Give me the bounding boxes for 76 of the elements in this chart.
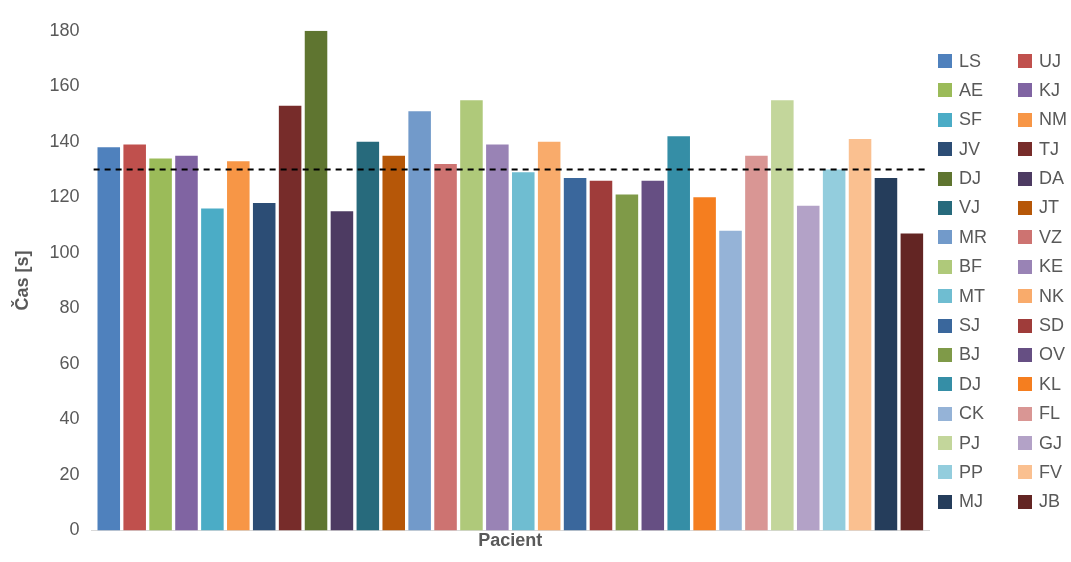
bar xyxy=(382,155,406,531)
bar xyxy=(563,177,587,531)
bar xyxy=(771,100,794,531)
legend-label: DA xyxy=(1039,168,1065,190)
legend-label: MR xyxy=(959,226,987,248)
bar xyxy=(201,208,224,531)
bar xyxy=(537,141,561,531)
legend-label: NK xyxy=(1039,285,1065,307)
legend-label: PJ xyxy=(959,432,981,454)
bar xyxy=(667,136,690,531)
bar xyxy=(615,194,639,531)
legend-label: CK xyxy=(959,403,985,425)
bar xyxy=(330,211,354,531)
legend-label: JB xyxy=(1039,491,1061,513)
bar xyxy=(97,147,121,531)
x-axis-title: Pacient xyxy=(478,530,543,551)
legend-label: GJ xyxy=(1039,432,1063,454)
legend-label: PP xyxy=(959,461,984,483)
bar xyxy=(512,172,535,531)
legend-label: VZ xyxy=(1039,226,1063,248)
legend-label: SJ xyxy=(959,315,981,337)
bar xyxy=(719,230,742,531)
legend-label: KL xyxy=(1039,373,1062,395)
legend-label: LS xyxy=(959,50,982,72)
y-tick-label: 120 xyxy=(49,186,80,207)
bar xyxy=(822,169,846,531)
legend-label: KE xyxy=(1039,256,1064,278)
bar xyxy=(434,164,457,531)
legend-label: KJ xyxy=(1039,79,1061,101)
bar xyxy=(356,141,380,531)
legend-label: VJ xyxy=(959,197,981,219)
bar xyxy=(175,155,198,531)
legend-label: JT xyxy=(1039,197,1059,219)
bar xyxy=(900,233,924,531)
bar xyxy=(278,105,302,531)
bar xyxy=(745,155,768,531)
bar xyxy=(460,100,483,531)
y-axis-title: Čas [s] xyxy=(10,250,32,311)
bar xyxy=(252,202,276,531)
bar xyxy=(874,177,898,531)
legend-label: BF xyxy=(959,256,983,278)
legend-label: AE xyxy=(959,79,984,101)
legend-label: NM xyxy=(1039,109,1067,131)
legend-label: TJ xyxy=(1039,138,1059,160)
y-tick-label: 180 xyxy=(49,19,80,40)
legend-label: UJ xyxy=(1039,50,1061,72)
legend-label: MJ xyxy=(959,491,983,513)
legend-label: BJ xyxy=(959,344,981,366)
bar xyxy=(589,180,613,531)
legend-label: FL xyxy=(1039,403,1061,425)
bar xyxy=(304,30,328,531)
legend-label: SD xyxy=(1039,315,1065,337)
bar xyxy=(227,161,250,531)
y-tick-label: 140 xyxy=(49,130,80,151)
legend-label: JV xyxy=(959,138,981,160)
legend-label: MT xyxy=(959,285,985,307)
bar xyxy=(408,111,431,531)
y-tick-label: 20 xyxy=(59,463,80,484)
legend-label: SF xyxy=(959,109,983,131)
y-tick-label: 60 xyxy=(59,352,80,373)
legend-label: FV xyxy=(1039,461,1063,483)
bar xyxy=(641,180,665,531)
legend-label: DJ xyxy=(959,373,981,395)
y-tick-label: 160 xyxy=(49,75,80,96)
y-tick-label: 80 xyxy=(59,297,80,318)
bar xyxy=(149,158,172,531)
y-tick-label: 0 xyxy=(69,519,80,540)
y-tick-label: 100 xyxy=(49,241,80,262)
bar xyxy=(848,139,872,531)
bar xyxy=(486,144,509,531)
legend-label: DJ xyxy=(959,168,981,190)
bar xyxy=(796,205,820,531)
bar xyxy=(693,197,716,531)
y-tick-label: 40 xyxy=(59,408,80,429)
bar xyxy=(123,144,146,531)
legend-label: OV xyxy=(1039,344,1066,366)
